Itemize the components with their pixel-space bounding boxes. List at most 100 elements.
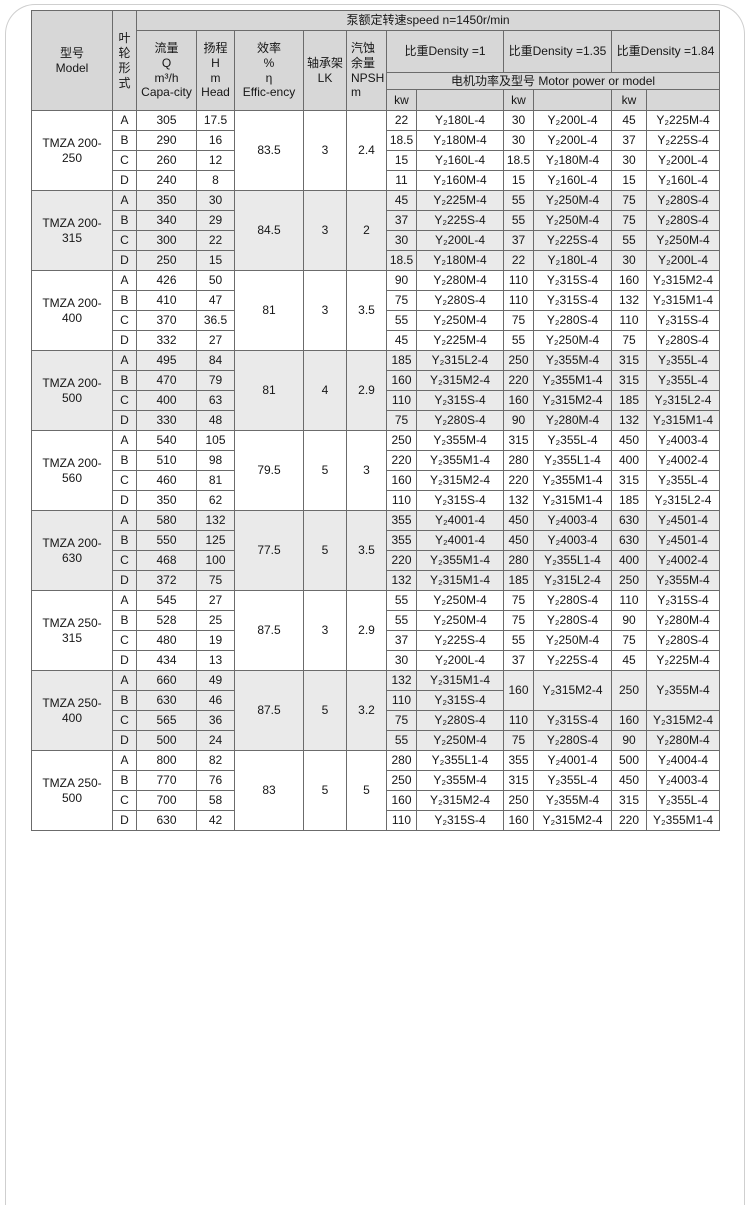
motor-model-cell: Y₂355M1-4 (645, 810, 721, 831)
spec-row: C 260 12 15 Y₂160L-4 18.5 Y₂180M-4 30 Y₂200L-4 (32, 150, 721, 171)
flow-cell: 565 (136, 710, 197, 731)
motor-kw-cell: 250 (503, 790, 534, 811)
flow-cell: 460 (136, 470, 197, 491)
motor-model-cell: Y₂315L2-4 (645, 390, 721, 411)
motor-model-cell: Y₂280M-4 (416, 270, 504, 291)
motor-kw-cell: 90 (611, 730, 647, 751)
motor-kw-cell: 30 (503, 110, 534, 131)
motor-model-header-2 (533, 89, 612, 111)
impeller-form-cell: D (112, 650, 137, 671)
head-cell: 125 (196, 530, 235, 551)
head-cell: 48 (196, 410, 235, 431)
motor-kw-cell: 630 (611, 510, 647, 531)
impeller-form-cell: C (112, 390, 137, 411)
motor-model-cell: Y₂315M2-4 (533, 390, 612, 411)
motor-model-cell: Y₂4003-4 (645, 770, 721, 791)
flow-cell: 410 (136, 290, 197, 311)
spec-row: TMZA 250-500 A 800 82 83 5 5 280 Y₂355L1-4 355 Y₂4… (31, 750, 721, 831)
impeller-form-cell: D (112, 730, 137, 751)
spec-row: C 480 19 37 Y₂225S-4 55 Y₂250M-4 75 Y₂280S-4 (32, 630, 721, 651)
head-cell: 8 (196, 170, 235, 191)
flow-cell: 330 (136, 410, 197, 431)
motor-kw-cell: 110 (503, 290, 534, 311)
spec-row: D 372 75 132 Y₂315M1-4 185 Y₂315L2-4 250 Y₂355M-… (32, 570, 721, 591)
motor-kw-cell: 75 (611, 190, 647, 211)
motor-kw-cell: 132 (386, 670, 417, 691)
spec-row: B 410 47 75 Y₂280S-4 110 Y₂315S-4 132 Y₂315M1-4 (32, 290, 721, 311)
motor-power-header: 电机功率及型号 Motor power or model (385, 72, 721, 90)
motor-kw-cell: 75 (611, 210, 647, 231)
motor-model-cell: Y₂4001-4 (533, 750, 612, 771)
motor-kw-cell: 75 (503, 730, 534, 751)
motor-kw-cell: 22 (386, 110, 417, 131)
spec-row: TMZA 250-315 A 545 27 87.5 3 2.9 55 Y₂250M-4 75 Y₂… (31, 590, 721, 671)
flow-cell: 260 (136, 150, 197, 171)
motor-model-cell: Y₂200L-4 (533, 130, 612, 151)
flow-cell: 372 (136, 570, 197, 591)
motor-kw-cell: 90 (503, 410, 534, 431)
motor-kw-cell: 132 (386, 570, 417, 591)
motor-model-cell: Y₂225S-4 (533, 230, 612, 251)
motor-kw-cell: 110 (503, 270, 534, 291)
motor-kw-cell: 280 (386, 750, 417, 771)
motor-kw-cell: 110 (611, 590, 647, 611)
head-cell: 36 (196, 710, 235, 731)
efficiency-column-header: 效率 % η Effic-ency (234, 30, 304, 111)
npsh-cell: 2 (346, 190, 387, 271)
impeller-form-cell: D (112, 810, 137, 831)
npsh-cell: 3.5 (346, 510, 387, 591)
head-cell: 62 (196, 490, 235, 511)
motor-kw-cell: 110 (611, 310, 647, 331)
motor-kw-cell: 132 (611, 410, 647, 431)
motor-kw-cell: 500 (611, 750, 647, 771)
flow-cell: 545 (136, 590, 197, 611)
model-cell: TMZA 200-500 (31, 350, 113, 431)
motor-kw-cell: 160 (611, 710, 647, 731)
motor-kw-cell: 18.5 (386, 130, 417, 151)
head-cell: 17.5 (196, 110, 235, 131)
impeller-form-cell: C (112, 230, 137, 251)
motor-model-cell: Y₂225S-4 (533, 650, 612, 671)
head-cell: 12 (196, 150, 235, 171)
motor-model-cell: Y₂4002-4 (645, 450, 721, 471)
motor-kw-cell: 280 (503, 550, 534, 571)
head-cell: 84 (196, 350, 235, 371)
spec-row: D 350 62 110 Y₂315S-4 132 Y₂315M1-4 185 Y₂315L2-… (32, 490, 721, 511)
motor-model-cell: Y₂355M-4 (645, 570, 721, 591)
motor-kw-cell: 185 (611, 490, 647, 511)
spec-row: TMZA 250-400 A 660 49 87.5 5 3.2 132 Y₂315M1-4 16… (31, 670, 721, 751)
motor-kw-cell: 400 (611, 550, 647, 571)
head-cell: 81 (196, 470, 235, 491)
motor-kw-cell: 160 (503, 810, 534, 831)
motor-kw-cell: 185 (386, 350, 417, 371)
spec-row: TMZA 200-250 A 305 17.5 83.5 3 2.4 22 Y₂180L-4 30… (31, 110, 721, 191)
motor-model-cell: Y₂200L-4 (416, 650, 504, 671)
motor-kw-cell: 75 (386, 290, 417, 311)
motor-kw-cell: 250 (386, 430, 417, 451)
flow-cell: 630 (136, 810, 197, 831)
flow-cell: 370 (136, 310, 197, 331)
efficiency-cell: 84.5 (234, 190, 304, 271)
model-cell: TMZA 200-400 (31, 270, 113, 351)
motor-model-cell: Y₂315M2-4 (416, 470, 504, 491)
motor-model-cell: Y₂180L-4 (416, 110, 504, 131)
motor-kw-cell: 55 (503, 210, 534, 231)
motor-kw-cell: 220 (386, 450, 417, 471)
motor-model-cell: Y₂180M-4 (416, 250, 504, 271)
impeller-form-cell: C (112, 310, 137, 331)
head-cell: 49 (196, 670, 235, 691)
motor-model-cell: Y₂250M-4 (645, 230, 721, 251)
motor-model-cell: Y₂315S-4 (416, 490, 504, 511)
impeller-form-cell: C (112, 790, 137, 811)
motor-kw-cell: 30 (386, 230, 417, 251)
motor-kw-cell: 45 (611, 650, 647, 671)
head-cell: 42 (196, 810, 235, 831)
model-cell: TMZA 250-315 (31, 590, 113, 671)
motor-model-cell: Y₂280S-4 (533, 730, 612, 751)
motor-model-cell: Y₂250M-4 (416, 730, 504, 751)
motor-kw-cell: 315 (611, 350, 647, 371)
bearing-frame-cell: 5 (303, 750, 347, 831)
head-cell: 46 (196, 690, 235, 711)
motor-model-cell: Y₂315M1-4 (645, 290, 721, 311)
motor-kw-cell: 185 (503, 570, 534, 591)
